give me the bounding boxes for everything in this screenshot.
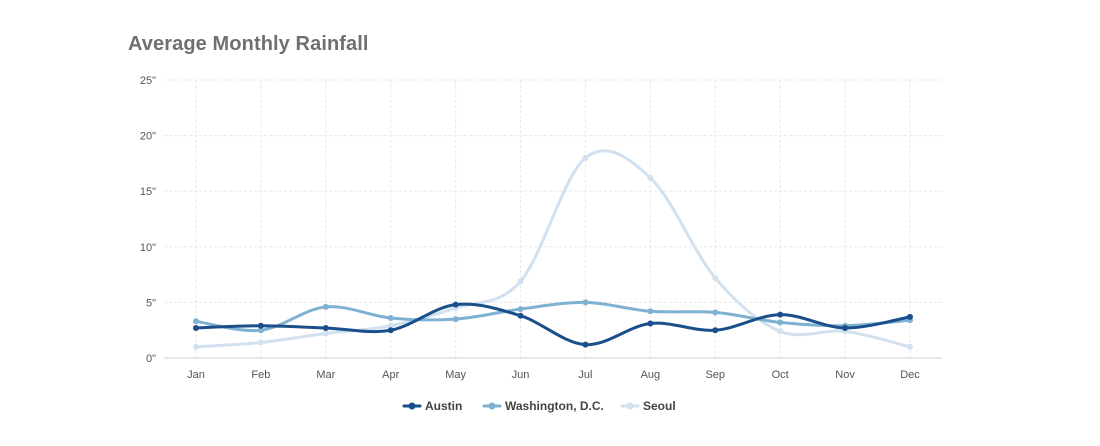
legend-label: Seoul <box>643 399 676 413</box>
x-tick-label: Mar <box>316 369 335 381</box>
legend-swatch-dot <box>408 402 416 410</box>
data-point[interactable] <box>257 322 264 329</box>
series-group <box>193 149 913 350</box>
x-tick-label: Jan <box>187 369 205 381</box>
data-point[interactable] <box>647 308 654 315</box>
legend-swatch-dot <box>488 402 496 410</box>
data-point[interactable] <box>712 327 719 334</box>
legend-label: Washington, D.C. <box>505 399 604 413</box>
data-point[interactable] <box>517 278 524 285</box>
data-point[interactable] <box>647 320 654 327</box>
x-tick-label: Apr <box>382 369 399 381</box>
data-point[interactable] <box>907 343 913 350</box>
data-point[interactable] <box>582 299 589 306</box>
x-tick-label: May <box>445 369 466 381</box>
chart-title: Average Monthly Rainfall <box>128 33 369 55</box>
legend[interactable]: Austin Washington, D.C. Seoul <box>402 399 676 413</box>
data-point[interactable] <box>517 312 524 319</box>
data-point[interactable] <box>322 330 329 337</box>
y-tick-label: 5" <box>146 297 156 309</box>
data-point[interactable] <box>777 319 784 326</box>
data-point[interactable] <box>193 318 199 325</box>
series-seoul[interactable] <box>193 149 913 350</box>
data-point[interactable] <box>842 324 849 331</box>
data-point[interactable] <box>193 343 199 350</box>
y-tick-label: 10" <box>140 242 156 254</box>
data-point[interactable] <box>582 341 589 348</box>
y-tick-label: 25" <box>140 75 156 87</box>
x-tick-label: Jul <box>578 369 592 381</box>
x-tick-label: Jun <box>512 369 530 381</box>
legend-item[interactable]: Washington, D.C. <box>482 399 604 413</box>
x-tick-label: Oct <box>772 369 789 381</box>
legend-item[interactable]: Seoul <box>620 399 676 413</box>
data-point[interactable] <box>322 303 329 310</box>
y-tick-label: 0" <box>146 353 156 365</box>
series-austin[interactable] <box>193 301 913 348</box>
data-point[interactable] <box>387 327 394 334</box>
data-point[interactable] <box>452 301 459 308</box>
data-point[interactable] <box>647 174 654 181</box>
y-axis: 0" 5" 10" 15" 20" 25" <box>140 75 156 365</box>
data-point[interactable] <box>322 324 329 331</box>
legend-label: Austin <box>425 399 462 413</box>
x-axis: Jan Feb Mar Apr May Jun Jul Aug Sep Oct Nov Dec <box>164 357 942 381</box>
y-tick-label: 15" <box>140 186 156 198</box>
series-line[interactable] <box>194 300 912 333</box>
data-point[interactable] <box>712 309 719 316</box>
x-tick-label: Sep <box>705 369 725 381</box>
data-point[interactable] <box>907 313 913 320</box>
data-point[interactable] <box>777 311 784 318</box>
x-tick-label: Feb <box>251 369 270 381</box>
y-tick-label: 20" <box>140 131 156 143</box>
data-point[interactable] <box>387 322 394 329</box>
series-line[interactable] <box>194 302 912 347</box>
data-point[interactable] <box>777 328 784 335</box>
x-tick-label: Dec <box>900 369 920 381</box>
data-point[interactable] <box>452 316 459 323</box>
legend-item[interactable]: Austin <box>402 399 462 413</box>
data-point[interactable] <box>387 314 394 321</box>
data-point[interactable] <box>517 306 524 313</box>
legend-swatch-dot <box>626 402 634 410</box>
data-point[interactable] <box>712 274 719 281</box>
data-point[interactable] <box>257 339 264 346</box>
data-point[interactable] <box>257 327 264 334</box>
data-point[interactable] <box>582 154 589 161</box>
data-point[interactable] <box>193 324 199 331</box>
x-tick-label: Nov <box>835 369 855 381</box>
x-tick-label: Aug <box>641 369 661 381</box>
